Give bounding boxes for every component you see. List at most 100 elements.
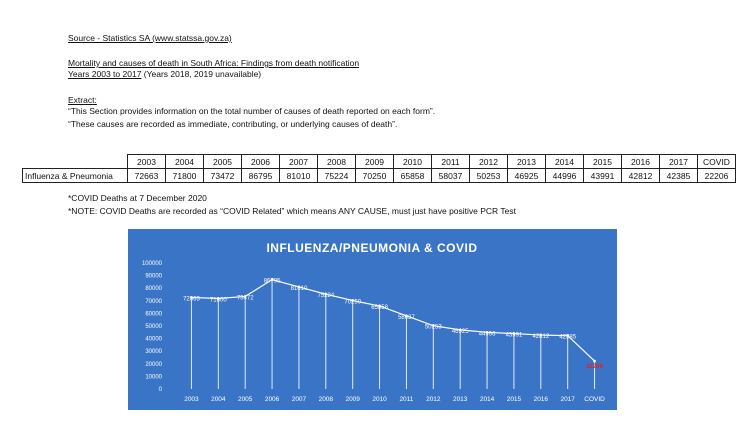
x-tick-label: 2007 (292, 396, 307, 403)
y-tick-label: 50000 (145, 324, 162, 330)
y-tick-label: 0 (159, 387, 163, 393)
data-label: 71800 (210, 298, 227, 304)
years-unavailable: (Years 2018, 2019 unavailable) (141, 69, 262, 79)
value-drop-lines (190, 279, 596, 389)
y-tick-label: 60000 (145, 311, 162, 317)
y-tick-label: 100000 (142, 261, 163, 267)
data-point (539, 333, 543, 337)
table-header-cell: 2013 (507, 154, 546, 169)
table-header-row: 2003 2004 2005 2006 2007 2008 2009 2010 … (23, 154, 736, 169)
x-tick-label: 2003 (184, 396, 199, 403)
table-cell: 42812 (621, 168, 660, 183)
table-cell: 50253 (469, 168, 508, 183)
table-cell: 72663 (127, 168, 166, 183)
y-tick-label: 80000 (145, 286, 162, 292)
series-polyline (191, 278, 595, 362)
data-point (378, 304, 381, 308)
x-tick-label: 2004 (211, 396, 226, 403)
table-header-cell: 2011 (431, 154, 470, 169)
y-tick-label: 30000 (145, 349, 162, 355)
data-point (485, 331, 489, 334)
data-label: 22206 (586, 364, 603, 370)
table-cell: 22206 (697, 168, 736, 183)
data-point (217, 297, 220, 300)
table-cell: 86795 (241, 168, 280, 183)
y-axis: 0 10000 20000 30000 40000 50000 60000 70000 8000… (142, 261, 163, 393)
data-point (512, 332, 516, 335)
table-cell: 46925 (507, 168, 546, 183)
table-header-cell: 2017 (659, 154, 698, 169)
chart-background (128, 229, 617, 410)
data-point (243, 295, 247, 298)
x-tick-label: COVID (584, 396, 605, 403)
table-cell: 71800 (165, 168, 204, 183)
table-cell: 73472 (203, 168, 242, 183)
table-header-cell: 2014 (545, 154, 584, 169)
data-point (593, 359, 596, 363)
data-label: 58037 (398, 315, 415, 321)
table-row-label: Influenza & Pneumonia (22, 168, 128, 183)
x-tick-label: 2008 (319, 396, 334, 403)
data-label: 72663 (183, 296, 200, 302)
x-axis: 2003 2004 2005 2006 2007 2008 2009 2010 2011 2012… (184, 396, 605, 403)
x-tick-label: 2011 (399, 396, 413, 403)
table-header-cell: 2006 (241, 154, 280, 169)
extract-label: Extract: (68, 95, 97, 105)
table-cell: 42385 (659, 168, 698, 183)
data-point (270, 278, 274, 281)
table-cell: 75224 (317, 168, 356, 183)
x-tick-label: 2012 (426, 396, 441, 403)
data-label: 75224 (317, 293, 334, 299)
data-label: 81010 (291, 286, 308, 292)
data-point (458, 328, 462, 332)
table-header-cell: 2004 (165, 154, 204, 169)
x-tick-label: 2013 (453, 396, 468, 403)
table-cell: 65858 (393, 168, 432, 183)
x-tick-label: 2014 (480, 396, 495, 403)
data-label: 70250 (344, 299, 361, 305)
table-header-cell: 2003 (127, 154, 166, 169)
data-label: 44996 (479, 331, 496, 337)
data-label: 46925 (452, 329, 469, 335)
y-tick-label: 20000 (145, 362, 162, 368)
data-label: 50253 (425, 325, 442, 331)
report-title: Mortality and causes of death in South A… (68, 58, 360, 68)
quote-2: “These causes are recorded as immediate,… (68, 119, 398, 129)
table-cell: 43991 (583, 168, 622, 183)
y-tick-label: 10000 (145, 374, 162, 380)
data-point (566, 334, 569, 337)
table-header-cell: 2015 (583, 154, 622, 169)
source-line: Source - Statistics SA (www.statssa.gov.… (68, 33, 232, 43)
table-header-cell: 2008 (317, 154, 356, 169)
table-header-cell: 2016 (621, 154, 660, 169)
x-tick-label: 2009 (345, 396, 360, 403)
report-years: Years 2003 to 2017 (Years 2018, 2019 una… (68, 69, 261, 80)
y-tick-label: 40000 (145, 337, 162, 343)
table-header-cell: COVID (697, 154, 736, 169)
data-label: 43991 (506, 333, 523, 339)
data-label: 42385 (559, 335, 576, 341)
table-corner (23, 155, 128, 169)
x-tick-label: 2005 (238, 396, 253, 403)
data-point (297, 285, 301, 289)
data-point (324, 292, 328, 296)
table-header-cell: 2010 (393, 154, 432, 169)
table-header-cell: 2012 (469, 154, 508, 169)
table-cell: 70250 (355, 168, 394, 183)
deaths-table: 2003 2004 2005 2006 2007 2008 2009 2010 … (22, 154, 736, 183)
quote-1: “This Section provides information on th… (68, 106, 436, 116)
data-point (190, 296, 193, 299)
covid-date-note: *COVID Deaths at 7 December 2020 (68, 193, 207, 203)
table-cell: 58037 (431, 168, 470, 183)
data-label: 42812 (532, 334, 549, 340)
data-point (432, 324, 435, 327)
y-tick-label: 90000 (145, 274, 162, 280)
x-tick-label: 2015 (507, 396, 522, 403)
table-row: Influenza & Pneumonia 72663 71800 73472 … (22, 168, 736, 183)
data-labels: 72663 71800 73472 86795 81010 75224 70250 65858… (183, 279, 603, 370)
table-cell: 44996 (545, 168, 584, 183)
data-label: 86795 (264, 279, 281, 285)
table-cell: 81010 (279, 168, 318, 183)
data-point (351, 299, 354, 302)
series-line (190, 278, 596, 363)
